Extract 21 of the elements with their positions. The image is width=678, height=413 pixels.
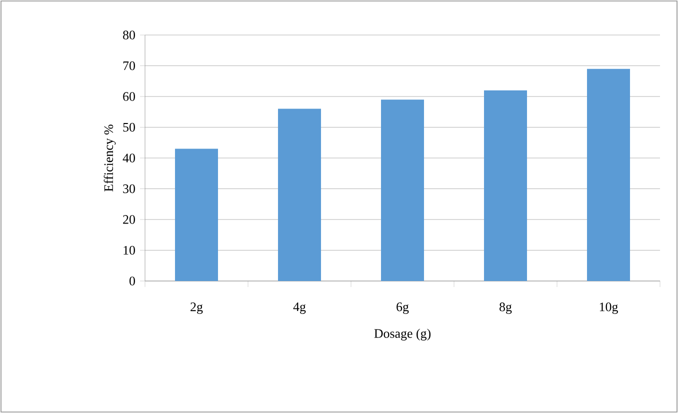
y-tick-label: 60 [123, 92, 135, 101]
x-axis-title: Dosage (g) [374, 328, 431, 341]
x-tick-label: 6g [396, 302, 409, 314]
bar [278, 108, 322, 281]
bar [587, 68, 630, 281]
bar [175, 148, 218, 281]
y-tick-label: 10 [124, 246, 135, 255]
x-tick-label: 8g [500, 302, 512, 314]
y-tick-label: 70 [123, 61, 135, 70]
y-tick-label: 40 [122, 154, 135, 162]
bar [381, 100, 424, 281]
y-tick-label: 0 [130, 276, 135, 286]
bar [484, 90, 528, 281]
y-tick-label: 80 [123, 30, 135, 40]
x-tick-label: 2g [190, 302, 203, 314]
y-tick-label: 20 [123, 215, 135, 224]
x-tick-label: 10g [600, 302, 618, 314]
x-tick-label: 4g [293, 302, 306, 314]
y-tick-label: 30 [123, 184, 135, 194]
y-tick-label: 50 [123, 122, 135, 132]
y-axis-title: Efficiency % [104, 124, 116, 192]
